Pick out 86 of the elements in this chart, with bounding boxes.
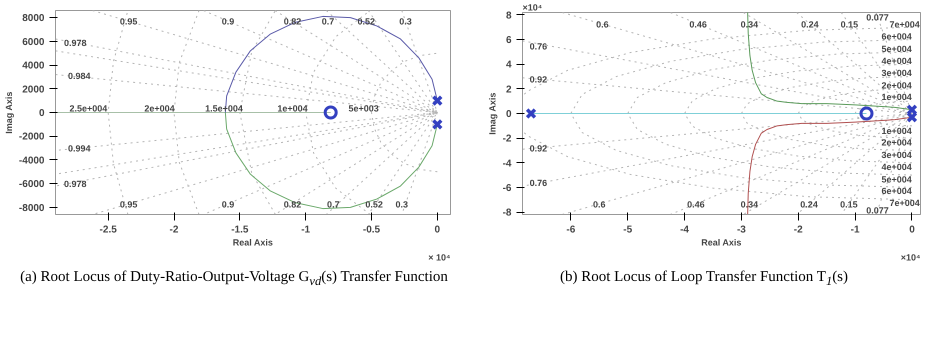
annotation: ×10⁴: [522, 2, 542, 12]
annotation: 0.15: [840, 199, 858, 210]
y-tick-label: 8: [506, 10, 512, 22]
annotation: 0.46: [687, 199, 705, 210]
annotation: 0.7: [322, 16, 334, 27]
annotation: 0.077: [866, 206, 889, 216]
annotation: 0.24: [800, 199, 818, 210]
annotation: 0.46: [689, 20, 707, 30]
annotation: 0.3: [399, 16, 412, 27]
x-tick-label: -2: [170, 224, 179, 236]
annotation: 4e+004: [881, 162, 912, 172]
x-tick-label: -0.5: [362, 224, 381, 236]
annotation: 0.92: [530, 74, 548, 85]
x-tick-label: -1.5: [231, 224, 249, 236]
y-tick-label: -4: [502, 158, 512, 170]
annotation: 4e+004: [881, 56, 912, 66]
annotation: 0.978: [64, 38, 87, 48]
y-tick-label: 0: [506, 109, 512, 120]
x-tick-label: -3: [736, 224, 746, 236]
annotation: 0.15: [840, 20, 858, 30]
annotation: 1e+004: [881, 126, 912, 136]
annotation: 0.95: [120, 199, 138, 210]
y-tick-label: 6000: [22, 36, 45, 48]
y-tick-label: 2000: [22, 84, 45, 96]
y-tick-label: -2: [502, 134, 512, 145]
annotation: 6e+004: [881, 32, 912, 42]
x-tick-label: -5: [623, 224, 633, 236]
annotation: 0.92: [530, 144, 548, 154]
annotation: 0.76: [530, 41, 548, 52]
text: (a) Root Locus of Duty-Ratio-Output-Voltage G$_{vd}$(s) Transfer Function: [20, 268, 448, 290]
y-tick-label: -6000: [18, 179, 45, 190]
y-tick-label: 4: [506, 60, 512, 71]
annotation: 5e+004: [881, 44, 912, 54]
annotation: 0.82: [284, 199, 302, 210]
text: ×10⁴: [900, 252, 920, 262]
annotation: 2.5e+004: [70, 103, 108, 114]
annotation: 7e+004: [889, 20, 920, 30]
y-tick-label: 8000: [22, 13, 45, 24]
y-tick-label: -6: [502, 182, 512, 194]
text: × 10⁴: [428, 252, 450, 262]
annotation: 0.9: [222, 199, 234, 210]
x-axis-title: Real Axis: [701, 238, 742, 248]
annotation: 5e+003: [348, 103, 379, 114]
y-tick-label: 0: [38, 108, 45, 119]
x-tick-label: -2: [794, 224, 804, 236]
annotation: 0.76: [530, 178, 548, 188]
annotation: 1e+004: [277, 103, 308, 114]
annotation: 7e+004: [889, 198, 920, 208]
annotation: 0.6: [596, 20, 609, 30]
x-tick-label: -1: [301, 224, 311, 236]
annotation: 0.95: [120, 16, 138, 27]
annotation: 0.9: [222, 16, 234, 27]
x-tick-label: -2.5: [100, 224, 118, 236]
x-tick-label: 0: [434, 224, 441, 236]
annotation: 0.7: [327, 199, 340, 210]
text: (b) Root Locus of Loop Transfer Function T$_{1}$(s): [560, 268, 848, 290]
annotation: 3e+004: [881, 150, 912, 160]
annotation: 2e+004: [881, 138, 912, 148]
annotation: 2e+004: [881, 80, 912, 91]
annotation: 0.984: [68, 71, 90, 82]
x-tick-label: -4: [680, 224, 690, 236]
x-tick-label: -6: [566, 224, 576, 236]
x-tick-label: 0: [909, 224, 916, 236]
y-tick-label: 6: [506, 35, 512, 46]
annotation: 6e+004: [881, 186, 912, 196]
y-tick-label: -8: [502, 208, 512, 219]
annotation: 1e+004: [881, 92, 912, 102]
y-axis-title: Imag Axis: [4, 92, 14, 134]
y-tick-label: -4000: [18, 155, 45, 166]
y-tick-label: -8000: [18, 202, 45, 214]
x-axis-title: Real Axis: [232, 238, 273, 248]
annotation: 5e+004: [881, 174, 912, 184]
annotation: 0.52: [365, 199, 383, 210]
annotation: 0.3: [396, 199, 408, 210]
annotation: 0.24: [801, 20, 819, 30]
y-axis-title: Imag Axis: [488, 92, 498, 135]
y-tick-label: -2000: [18, 132, 45, 143]
annotation: 0.978: [64, 179, 87, 190]
annotation: 0.994: [68, 144, 90, 154]
annotation: 0.6: [593, 199, 606, 210]
annotation: 3e+004: [881, 68, 912, 78]
y-tick-label: 2: [506, 84, 512, 96]
y-tick-label: 4000: [22, 60, 45, 72]
annotation: 0.077: [866, 12, 889, 22]
annotation: 2e+004: [144, 103, 175, 114]
x-tick-label: -1: [850, 224, 860, 236]
